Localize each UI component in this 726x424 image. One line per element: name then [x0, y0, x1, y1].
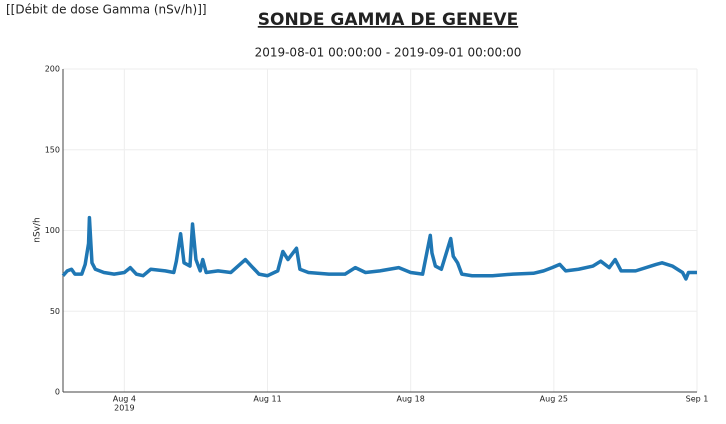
y-tick-label: 100 [45, 226, 60, 235]
x-year-label: 2019 [114, 404, 134, 413]
y-tick-label: 200 [45, 65, 60, 74]
x-tick-label: Aug 18 [397, 395, 425, 404]
chart-subtitle: 2019-08-01 00:00:00 - 2019-09-01 00:00:0… [255, 46, 522, 60]
x-tick-label: Aug 25 [540, 395, 568, 404]
y-tick-label: 50 [50, 307, 60, 316]
x-tick-label: Sep 1 [686, 395, 709, 404]
x-tick-label: Aug 11 [253, 395, 281, 404]
chart-title: SONDE GAMMA DE GENEVE [258, 10, 518, 30]
y-axis-label: nSv/h [33, 217, 43, 242]
x-tick-label: Aug 4 [113, 395, 136, 404]
y-tick-label: 150 [45, 145, 60, 154]
page-label: [[Débit de dose Gamma (nSv/h)]] [6, 3, 207, 17]
y-tick-label: 0 [55, 388, 60, 397]
data-line [61, 215, 697, 281]
